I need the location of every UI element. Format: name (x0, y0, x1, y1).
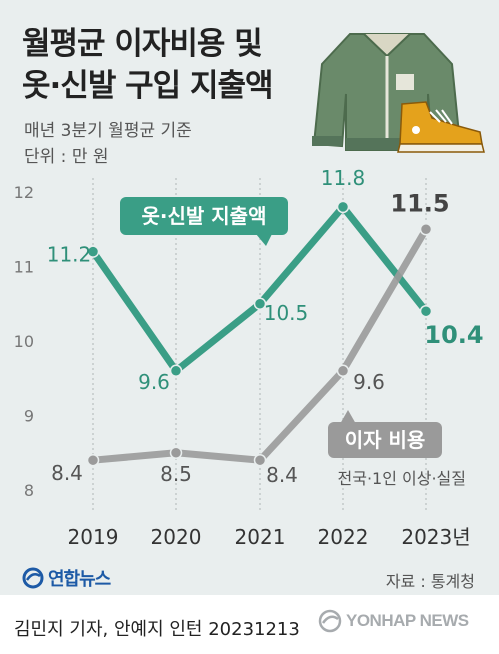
data-point-interest (336, 364, 350, 378)
legend-label-clothing: 옷·신발 지출액 (142, 204, 267, 228)
data-label-clothing: 11.2 (47, 243, 92, 267)
y-tick-label: 12 (14, 183, 34, 202)
subtitle: 매년 3분기 월평균 기준 (24, 121, 192, 141)
data-point-clothing (419, 304, 433, 318)
data-point-clothing (253, 297, 267, 310)
sneaker-icon (397, 101, 485, 153)
unit-label: 단위 : 만 원 (24, 147, 109, 167)
data-point-clothing (336, 200, 350, 214)
legend-tag-interest (328, 422, 442, 458)
data-point-clothing (169, 364, 183, 378)
data-label-clothing: 9.6 (138, 370, 170, 394)
yonhap-logo: 연합뉴스 (22, 566, 111, 590)
legend-pointer-clothing (256, 234, 272, 246)
data-label-interest: 8.4 (266, 463, 298, 487)
watermark-globe-icon (318, 609, 342, 633)
credit-text: 김민지 기자, 안예지 인턴 20231213 (14, 619, 300, 640)
logo-text: 연합뉴스 (48, 569, 111, 590)
data-label-interest: 11.5 (390, 189, 449, 217)
x-tick-label: 2023년 (401, 525, 470, 549)
x-tick-label: 2019 (68, 525, 119, 549)
watermark: YONHAP NEWS (318, 609, 469, 633)
data-label-clothing: 10.4 (424, 321, 483, 349)
y-tick-label: 9 (24, 407, 34, 426)
infographic-card: 월평균 이자비용 및 옷·신발 구입 지출액 매년 3분기 월평균 기준 단위 … (0, 0, 499, 595)
annotation-text: 전국·1인 이상·실질 (338, 469, 466, 488)
legend-tag-clothing (120, 197, 288, 235)
source-text: 자료 : 통계청 (385, 572, 475, 591)
y-tick-label: 10 (14, 332, 34, 351)
y-tick-label: 11 (14, 258, 34, 277)
data-point-interest (86, 453, 100, 467)
data-point-clothing (86, 245, 100, 258)
legend-label-interest: 이자 비용 (345, 428, 426, 452)
watermark-text: YONHAP NEWS (346, 611, 469, 630)
data-point-interest (419, 223, 433, 236)
data-label-clothing: 11.8 (321, 166, 366, 190)
legend-pointer-interest (340, 410, 356, 424)
data-point-interest (253, 453, 267, 467)
title-line-1: 월평균 이자비용 및 (22, 26, 263, 62)
data-point-interest (169, 446, 183, 459)
x-tick-label: 2021 (235, 525, 286, 549)
credit-bar: 김민지 기자, 안예지 인턴 20231213 YONHAP NEWS (0, 595, 499, 654)
data-label-clothing: 10.5 (264, 301, 309, 325)
title-line-2: 옷·신발 구입 지출액 (22, 68, 274, 104)
data-label-interest: 8.4 (51, 461, 83, 485)
x-tick-label: 2020 (151, 525, 202, 549)
data-label-interest: 9.6 (353, 370, 385, 394)
data-label-interest: 8.5 (160, 462, 192, 486)
y-tick-label: 8 (24, 481, 34, 500)
x-tick-label: 2022 (318, 525, 369, 549)
yonhap-globe-icon (22, 567, 44, 589)
line-chart: 8 9 10 11 12 2019 2020 2021 2022 2023년 11.2 9.6 10.5… (14, 166, 484, 549)
